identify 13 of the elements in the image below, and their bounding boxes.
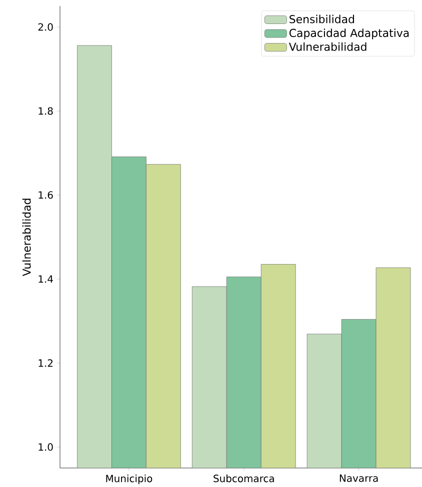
x-tick-label: Subcomarca xyxy=(214,474,274,482)
y-tick-label: 1.2 xyxy=(38,359,52,367)
legend-label: Capacidad Adaptativa xyxy=(289,28,409,40)
legend-label: Sensibilidad xyxy=(290,14,354,24)
y-tick-label: 1.8 xyxy=(38,107,53,115)
y-tick-label: 2.0 xyxy=(38,23,53,31)
y-tick-label: 1.6 xyxy=(38,191,53,199)
y-axis-title: Vulnerabilidad xyxy=(22,198,31,276)
legend-label: Vulnerabilidad xyxy=(288,42,366,51)
x-tick-label: Municipio xyxy=(106,474,152,484)
y-tick-label: 1.4 xyxy=(38,275,53,283)
y-tick-label: 1.0 xyxy=(38,443,53,451)
x-tick-label: Navarra xyxy=(340,474,378,482)
